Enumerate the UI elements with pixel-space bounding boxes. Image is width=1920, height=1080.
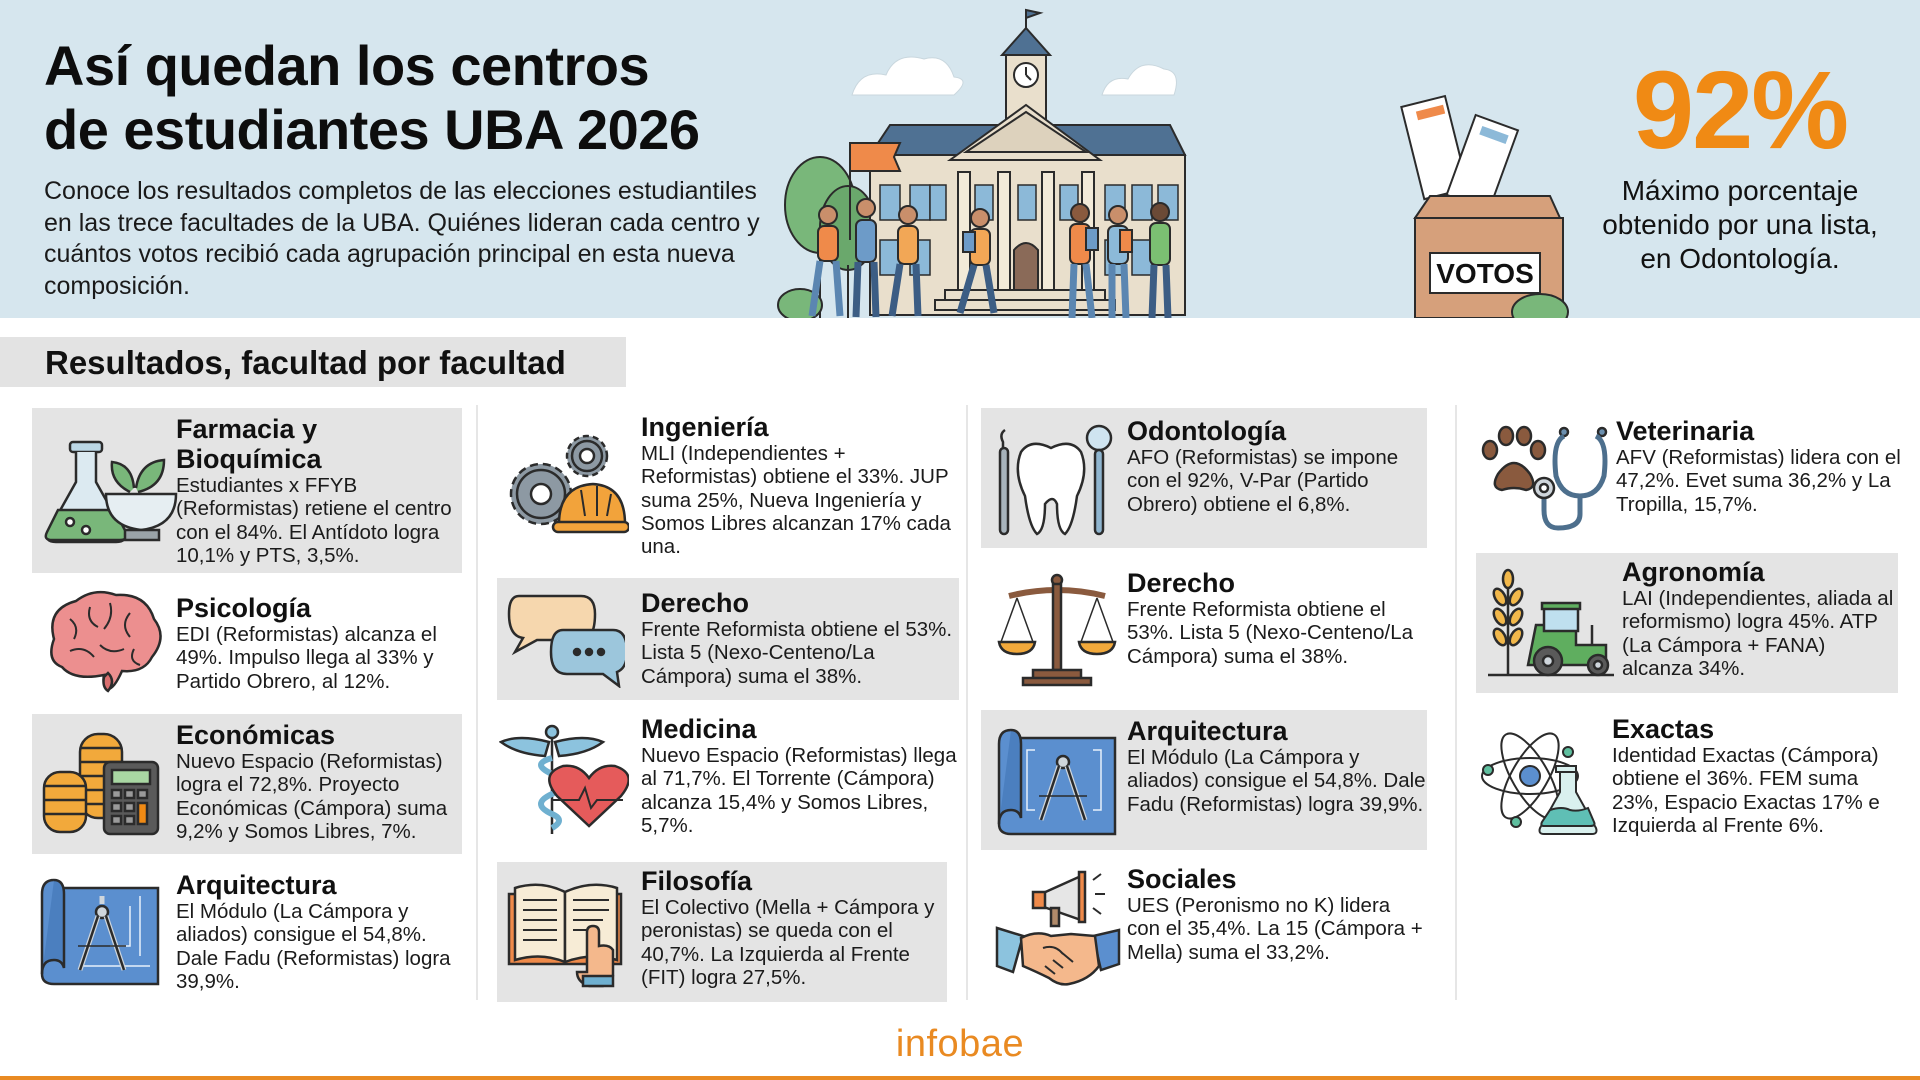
faculty-name: Derecho: [641, 588, 750, 618]
faculty-card-derecho: Derecho Frente Reformista obtiene el 53%…: [497, 578, 959, 700]
faculty-card-arquitectura: Arquitectura El Módulo (La Cámpora y ali…: [981, 710, 1427, 850]
faculty-card-filosofia: Filosofía El Colectivo (Mella + Cámpora …: [497, 862, 947, 1002]
faculty-result: Identidad Exactas (Cámpora) obtiene el 3…: [1612, 744, 1880, 837]
scales-of-justice-icon: [997, 573, 1117, 687]
hero-banner: Así quedan los centros de estudiantes UB…: [0, 0, 1920, 318]
faculty-result: EDI (Reformistas) alcanza el 49%. Impuls…: [176, 623, 437, 693]
faculty-card-agronomia: Agronomía LAI (Independientes, aliada al…: [1476, 553, 1898, 693]
ballot-box-label: VOTOS: [1436, 258, 1534, 289]
section-title: Resultados, facultad por facultad: [45, 344, 566, 381]
coins-calculator-icon: [42, 732, 160, 836]
faculty-name: Arquitectura: [1127, 716, 1288, 746]
faculty-result: AFO (Reformistas) se impone con el 92%, …: [1127, 446, 1399, 516]
highlight-caption: Máximo porcentaje obtenido por una lista…: [1602, 175, 1878, 274]
speech-bubbles-icon: [507, 594, 625, 688]
faculty-result: Nuevo Espacio (Reformistas) logra el 72,…: [176, 750, 448, 843]
brain-icon: [50, 590, 162, 693]
faculty-card-veterinaria: Veterinaria AFV (Reformistas) lidera con…: [1470, 408, 1910, 538]
faculty-result: LAI (Independientes, aliada al reformism…: [1622, 587, 1894, 680]
caduceus-heart-icon: [499, 724, 629, 834]
faculty-result: MLI (Independientes + Reformistas) obtie…: [641, 442, 951, 559]
wheat-tractor-icon: [1488, 568, 1614, 677]
faculty-result: Frente Reformista obtiene el 53%. Lista …: [641, 618, 953, 688]
faculty-name: Psicología: [176, 593, 312, 623]
tooth-dental-tools-icon: [998, 424, 1113, 536]
section-title-bar: [0, 337, 626, 387]
faculty-card-medicina: Medicina Nuevo Espacio (Reformistas) lle…: [497, 710, 957, 850]
flask-plant-icon: [44, 440, 178, 544]
footer-rule: [0, 1076, 1920, 1080]
faculty-card-psicologia: Psicología EDI (Reformistas) alcanza el …: [32, 585, 462, 705]
gears-hardhat-icon: [509, 434, 629, 534]
faculty-result: Estudiantes x FFYB (Reformistas) retiene…: [176, 474, 452, 567]
faculty-card-ingenieria: Ingeniería MLI (Independientes + Reformi…: [497, 408, 957, 568]
faculty-card-exactas: Exactas Identidad Exactas (Cámpora) obti…: [1470, 710, 1910, 850]
faculty-result: El Módulo (La Cámpora y aliados) consigu…: [1127, 746, 1426, 816]
page-subtitle: Conoce los resultados completos de las e…: [44, 177, 760, 300]
column-divider: [476, 405, 478, 1000]
faculty-result: Frente Reformista obtiene el 53%. Lista …: [1127, 598, 1414, 668]
open-book-icon: [507, 883, 623, 988]
faculty-card-farmacia: Farmacia y Bioquímica Estudiantes x FFYB…: [32, 408, 462, 573]
faculty-name: Arquitectura: [176, 870, 337, 900]
faculty-name: Agronomía: [1622, 557, 1765, 587]
faculty-name: Derecho: [1127, 568, 1236, 598]
faculty-name: Exactas: [1612, 714, 1715, 744]
faculty-name: Ingeniería: [641, 412, 769, 442]
faculty-result: El Colectivo (Mella + Cámpora y peronist…: [641, 896, 935, 989]
highlight-stat: 92% Máximo porcentaje obtenido por una l…: [1590, 56, 1890, 276]
faculty-name: Económicas: [176, 720, 336, 750]
faculty-name: Medicina: [641, 714, 757, 744]
paw-stethoscope-icon: [1481, 425, 1608, 531]
faculty-name: Farmacia y Bioquímica: [176, 414, 322, 474]
faculty-name: Sociales: [1127, 864, 1237, 894]
faculty-result: UES (Peronismo no K) lidera con el 35,4%…: [1127, 894, 1423, 964]
faculty-name: Veterinaria: [1616, 416, 1755, 446]
column-divider: [1455, 405, 1457, 1000]
faculty-card-economicas: Económicas Nuevo Espacio (Reformistas) l…: [32, 714, 462, 854]
atom-flask-icon: [1481, 732, 1598, 835]
faculty-result: AFV (Reformistas) lidera con el 47,2%. E…: [1616, 446, 1901, 516]
faculty-name: Odontología: [1127, 416, 1286, 446]
faculty-card-odontologia: Odontología AFO (Reformistas) se impone …: [981, 408, 1427, 548]
faculty-card-sociales: Sociales UES (Peronismo no K) lidera con…: [981, 860, 1427, 1000]
megaphone-handshake-icon: [995, 870, 1121, 986]
title-line-2: de estudiantes UBA 2026: [44, 98, 700, 161]
highlight-value: 92%: [1632, 49, 1849, 172]
faculty-card-derecho: Derecho Frente Reformista obtiene el 53%…: [981, 560, 1427, 700]
blueprint-compass-icon: [997, 728, 1117, 836]
brand-logo: infobae: [895, 1023, 1025, 1065]
blueprint-compass-icon: [40, 878, 160, 986]
faculty-result: Nuevo Espacio (Reformistas) llega al 71,…: [641, 744, 957, 837]
faculty-card-arquitectura: Arquitectura El Módulo (La Cámpora y ali…: [32, 862, 462, 993]
column-divider: [966, 405, 968, 1000]
title-line-1: Así quedan los centros: [44, 34, 650, 97]
faculty-name: Filosofía: [641, 866, 753, 896]
university-illustration-icon: VOTOS: [777, 8, 1569, 318]
faculty-result: El Módulo (La Cámpora y aliados) consigu…: [176, 900, 451, 993]
page-title: Así quedan los centros de estudiantes UB…: [44, 34, 804, 162]
